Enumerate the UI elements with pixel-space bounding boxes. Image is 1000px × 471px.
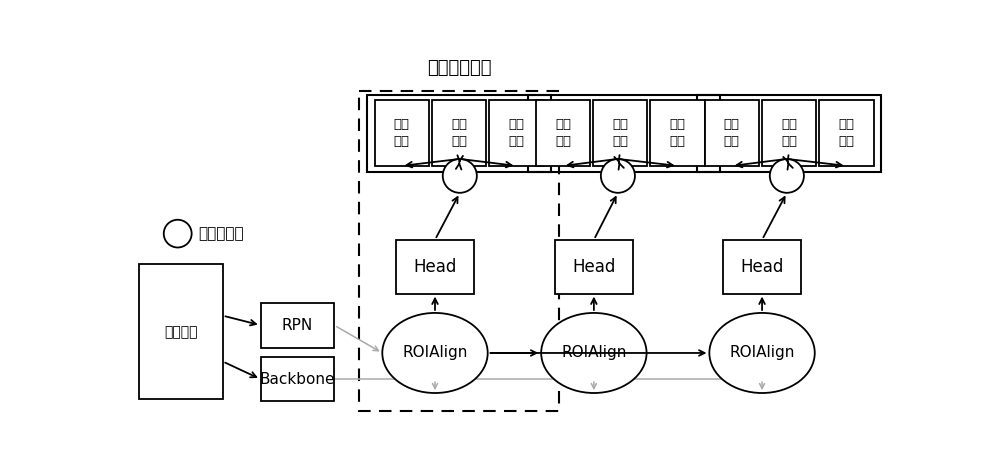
Bar [723,240,801,294]
Text: ROIAlign: ROIAlign [402,345,468,360]
Text: 注意力机制: 注意力机制 [198,226,243,241]
Bar [593,100,647,166]
Bar [432,100,486,166]
Text: ROIAlign: ROIAlign [561,345,627,360]
Circle shape [601,159,635,193]
Bar [489,100,544,166]
Text: 叶片分割模块: 叶片分割模块 [427,59,491,77]
Bar [367,95,551,172]
Text: ROIAlign: ROIAlign [729,345,795,360]
Text: Backbone: Backbone [260,372,335,387]
Bar [261,303,334,348]
Bar [705,100,759,166]
Text: 分割
分支: 分割 分支 [612,118,628,148]
Text: 检测
分支: 检测 分支 [508,118,524,148]
Text: 分类
分支: 分类 分支 [555,118,571,148]
Text: 分割
分支: 分割 分支 [451,118,467,148]
Bar [375,100,429,166]
Ellipse shape [541,313,647,393]
Bar [359,91,559,411]
Text: 分类
分支: 分类 分支 [724,118,740,148]
Text: 检测
分支: 检测 分支 [670,118,686,148]
Bar [762,100,816,166]
Bar [650,100,705,166]
Circle shape [164,220,192,247]
Ellipse shape [382,313,488,393]
Circle shape [443,159,477,193]
Text: Head: Head [740,258,784,276]
Bar [528,95,720,172]
Text: 分割
分支: 分割 分支 [781,118,797,148]
Bar [555,240,633,294]
Bar [697,95,881,172]
Text: RPN: RPN [282,318,313,333]
Bar [139,264,223,399]
Text: Head: Head [413,258,457,276]
Bar [396,240,474,294]
Text: Head: Head [572,258,616,276]
Bar [536,100,590,166]
Bar [819,100,874,166]
Text: 输入图像: 输入图像 [164,325,198,339]
Text: 检测
分支: 检测 分支 [839,118,855,148]
Circle shape [770,159,804,193]
Text: 分类
分支: 分类 分支 [394,118,410,148]
Ellipse shape [709,313,815,393]
Bar [261,357,334,401]
